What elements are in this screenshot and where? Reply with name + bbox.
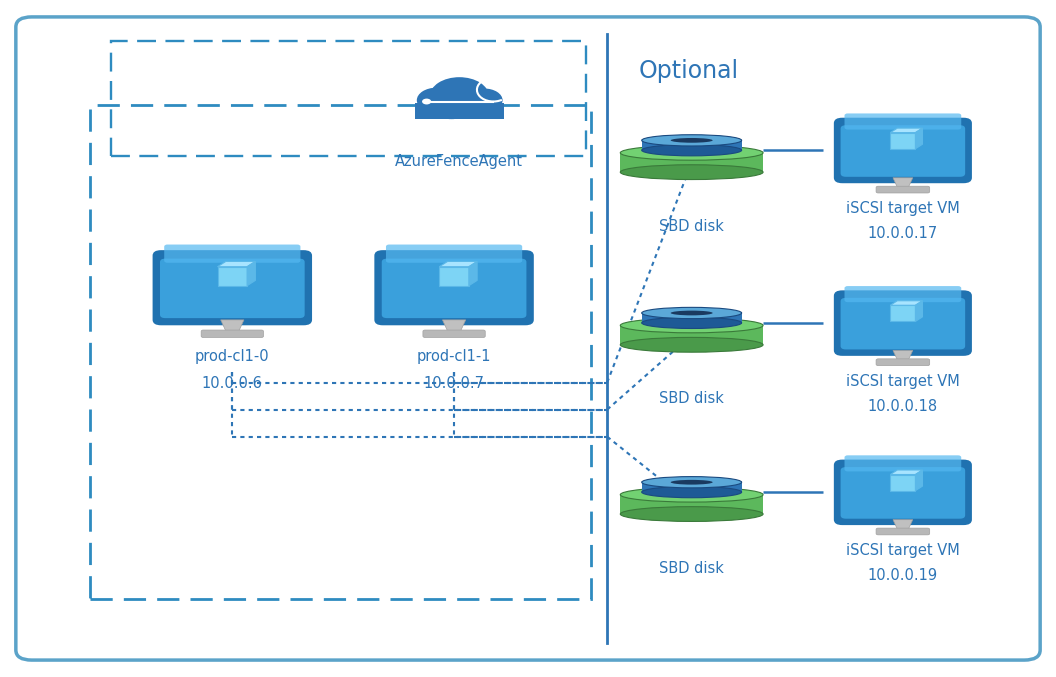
- Polygon shape: [642, 482, 741, 492]
- Polygon shape: [893, 520, 912, 529]
- Ellipse shape: [642, 307, 741, 319]
- FancyBboxPatch shape: [845, 456, 961, 471]
- Polygon shape: [893, 178, 912, 188]
- Ellipse shape: [642, 487, 741, 498]
- Circle shape: [426, 77, 435, 83]
- Polygon shape: [916, 128, 923, 149]
- Text: 10.0.0.7: 10.0.0.7: [423, 376, 485, 391]
- Circle shape: [429, 90, 474, 119]
- Text: 10.0.0.19: 10.0.0.19: [868, 568, 938, 583]
- Ellipse shape: [642, 318, 741, 328]
- Polygon shape: [439, 267, 469, 286]
- Ellipse shape: [671, 311, 713, 315]
- Polygon shape: [642, 313, 741, 323]
- FancyBboxPatch shape: [845, 286, 961, 302]
- Text: SBD disk: SBD disk: [659, 561, 724, 575]
- FancyBboxPatch shape: [841, 298, 965, 349]
- Polygon shape: [620, 495, 763, 514]
- Ellipse shape: [620, 487, 763, 502]
- Text: iSCSI target VM: iSCSI target VM: [846, 201, 960, 216]
- Polygon shape: [620, 153, 763, 172]
- Polygon shape: [890, 475, 916, 491]
- FancyBboxPatch shape: [16, 17, 1040, 660]
- Circle shape: [430, 77, 489, 115]
- Polygon shape: [890, 301, 923, 305]
- Ellipse shape: [620, 506, 763, 521]
- Polygon shape: [893, 351, 912, 360]
- FancyBboxPatch shape: [876, 186, 929, 193]
- Text: 10.0.0.17: 10.0.0.17: [868, 226, 938, 241]
- FancyBboxPatch shape: [374, 250, 534, 325]
- FancyBboxPatch shape: [841, 467, 965, 519]
- FancyBboxPatch shape: [386, 244, 522, 263]
- Polygon shape: [247, 261, 256, 286]
- Polygon shape: [221, 320, 244, 331]
- Polygon shape: [218, 261, 256, 267]
- Polygon shape: [642, 140, 741, 150]
- FancyBboxPatch shape: [422, 330, 485, 337]
- Circle shape: [466, 89, 503, 112]
- Polygon shape: [890, 128, 923, 133]
- Polygon shape: [916, 470, 923, 491]
- Polygon shape: [469, 261, 477, 286]
- Polygon shape: [442, 320, 466, 331]
- Polygon shape: [620, 326, 763, 345]
- FancyBboxPatch shape: [152, 250, 313, 325]
- FancyBboxPatch shape: [834, 290, 972, 356]
- Text: SBD disk: SBD disk: [659, 391, 724, 406]
- Text: 10.0.0.6: 10.0.0.6: [202, 376, 263, 391]
- Text: SBD disk: SBD disk: [659, 219, 724, 234]
- Ellipse shape: [620, 146, 763, 160]
- FancyBboxPatch shape: [201, 330, 264, 337]
- Polygon shape: [890, 470, 923, 475]
- Ellipse shape: [671, 138, 713, 143]
- Polygon shape: [916, 301, 923, 322]
- Polygon shape: [218, 267, 247, 286]
- Ellipse shape: [642, 477, 741, 488]
- FancyBboxPatch shape: [876, 528, 929, 535]
- FancyBboxPatch shape: [834, 118, 972, 183]
- Circle shape: [450, 92, 489, 117]
- Ellipse shape: [620, 318, 763, 333]
- Polygon shape: [890, 305, 916, 322]
- FancyBboxPatch shape: [845, 114, 961, 129]
- Ellipse shape: [620, 337, 763, 352]
- Text: 10.0.0.18: 10.0.0.18: [868, 399, 938, 414]
- FancyBboxPatch shape: [876, 359, 929, 366]
- Ellipse shape: [642, 135, 741, 146]
- Ellipse shape: [642, 145, 741, 156]
- Ellipse shape: [620, 165, 763, 179]
- FancyBboxPatch shape: [415, 103, 504, 119]
- Text: prod-cl1-0: prod-cl1-0: [195, 349, 269, 364]
- Text: iSCSI target VM: iSCSI target VM: [846, 374, 960, 389]
- FancyBboxPatch shape: [165, 244, 300, 263]
- Polygon shape: [439, 261, 477, 267]
- Text: iSCSI target VM: iSCSI target VM: [846, 543, 960, 558]
- Text: AzureFenceAgent: AzureFenceAgent: [395, 154, 524, 169]
- Text: prod-cl1-1: prod-cl1-1: [417, 349, 491, 364]
- Circle shape: [417, 87, 456, 113]
- FancyBboxPatch shape: [841, 125, 965, 177]
- Ellipse shape: [671, 480, 713, 485]
- FancyBboxPatch shape: [834, 460, 972, 525]
- Polygon shape: [890, 133, 916, 149]
- Text: Optional: Optional: [639, 59, 739, 83]
- FancyBboxPatch shape: [382, 259, 527, 318]
- FancyBboxPatch shape: [161, 259, 304, 318]
- Circle shape: [422, 99, 431, 104]
